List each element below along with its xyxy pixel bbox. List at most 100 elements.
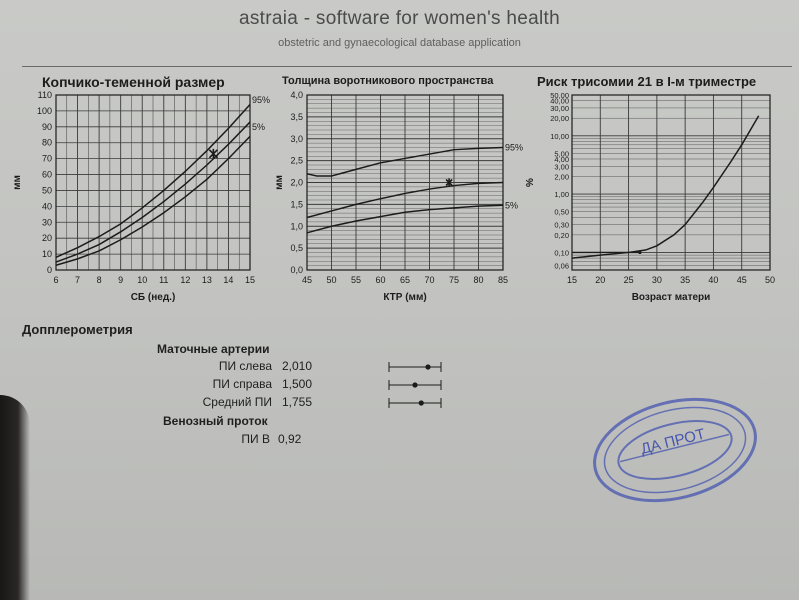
crl-y-tick-label: 50	[42, 185, 52, 195]
nt-label-5: 5%	[505, 200, 518, 210]
risk-y-tick-label: 2,00	[554, 173, 569, 182]
nt-x-tick-label: 55	[351, 275, 361, 285]
risk-x-tick-label: 30	[652, 275, 662, 285]
crl-y-axis-label: мм	[12, 175, 23, 190]
nt-x-tick-label: 80	[473, 275, 483, 285]
risk-x-axis-label: Возраст матери	[632, 292, 711, 303]
nt-patient-marker	[445, 178, 453, 187]
risk-x-tick-label: 50	[765, 275, 775, 285]
nt-x-axis-label: КТР (мм)	[383, 292, 426, 303]
venous-duct-title: Венозный проток	[163, 414, 268, 428]
crl-label-95: 95%	[252, 95, 270, 105]
pi-v-value: 0,92	[278, 432, 302, 446]
crl-patient-marker	[208, 148, 218, 159]
risk-x-tick-label: 25	[624, 275, 634, 285]
nt-x-tick-label: 75	[449, 275, 459, 285]
crl-y-tick-label: 60	[42, 170, 52, 180]
risk-x-tick-label: 15	[567, 275, 577, 285]
risk-y-axis-label: %	[525, 178, 536, 187]
crl-x-tick-label: 13	[202, 275, 212, 285]
risk-y-tick-label: 4,00	[554, 155, 569, 164]
risk-y-tick-label: 0,10	[554, 248, 569, 257]
crl-x-axis-label: СБ (нед.)	[131, 292, 176, 303]
nt-y-tick-label: 4,0	[290, 90, 303, 100]
crl-x-tick-label: 12	[180, 275, 190, 285]
risk-patient-marker	[638, 250, 642, 255]
risk-y-tick-label: 10,00	[550, 132, 569, 141]
crl-x-tick-label: 8	[97, 275, 102, 285]
risk-x-tick-label: 40	[708, 275, 718, 285]
crl-x-tick-label: 9	[118, 275, 123, 285]
nt-y-tick-label: 3,5	[290, 112, 303, 122]
nt-y-tick-label: 0,5	[290, 243, 303, 253]
pi-v-label: ПИ В	[241, 432, 270, 446]
risk-y-tick-label: 0,30	[554, 221, 569, 230]
crl-y-tick-label: 30	[42, 217, 52, 227]
nt-y-tick-label: 0,0	[290, 265, 303, 275]
crl-frame	[55, 94, 251, 271]
nt-x-tick-label: 50	[326, 275, 336, 285]
pi-mean-value: 1,755	[282, 395, 313, 409]
nt-x-tick-label: 45	[302, 275, 312, 285]
doppler-title: Допплерометрия	[22, 322, 133, 337]
risk-x-tick-label: 45	[737, 275, 747, 285]
crl-label-5: 5%	[252, 122, 265, 132]
risk-x-tick-label: 35	[680, 275, 690, 285]
clinic-stamp: ДА ПРОТ	[593, 397, 757, 503]
app-subtitle: obstetric and gynaecological database ap…	[278, 37, 521, 49]
pi-left-value: 2,010	[282, 359, 313, 373]
crl-y-tick-label: 40	[42, 201, 52, 211]
nt-y-tick-label: 2,5	[290, 156, 303, 166]
finger-shadow	[0, 395, 30, 600]
crl-x-tick-label: 6	[53, 275, 58, 285]
nt-y-tick-label: 2,0	[290, 178, 303, 188]
crl-y-tick-label: 20	[42, 233, 52, 243]
pi-value-dot	[425, 364, 431, 370]
pi-value-dot	[418, 400, 424, 406]
app-title: astraia - software for women's health	[239, 8, 560, 29]
crl-x-tick-label: 7	[75, 275, 80, 285]
nt-series-line-0	[306, 146, 504, 177]
pi-right-label: ПИ справа	[212, 377, 272, 391]
nt-y-axis-label: мм	[274, 175, 285, 190]
pi-range-bars	[388, 362, 442, 408]
header-divider	[22, 66, 792, 67]
nt-series-line-1	[306, 181, 504, 219]
risk-y-tick-label: 0,20	[554, 231, 569, 240]
risk-y-tick-label: 5,00	[554, 149, 569, 158]
pi-right-value: 1,500	[282, 377, 313, 391]
nt-label-95: 95%	[505, 143, 523, 153]
nt-x-tick-label: 70	[424, 275, 434, 285]
crl-x-tick-label: 15	[245, 275, 255, 285]
risk-y-tick-label: 3,00	[554, 162, 569, 171]
crl-y-tick-label: 70	[42, 154, 52, 164]
crl-y-tick-label: 10	[42, 249, 52, 259]
nt-y-tick-label: 1,5	[290, 199, 303, 209]
risk-y-tick-label: 50,00	[550, 91, 569, 100]
risk-y-tick-label: 0,06	[554, 261, 569, 270]
nt-y-tick-label: 3,0	[290, 134, 303, 144]
risk-x-tick-label: 20	[595, 275, 605, 285]
nt-y-tick-label: 1,0	[290, 221, 303, 231]
crl-series-line-0	[55, 104, 251, 258]
nt-x-tick-label: 85	[498, 275, 508, 285]
pi-value-dot	[412, 382, 418, 388]
crl-x-tick-label: 14	[223, 275, 233, 285]
crl-chart-title: Копчико-теменной размер	[42, 74, 225, 90]
pi-left-label: ПИ слева	[218, 359, 272, 373]
crl-y-tick-label: 90	[42, 122, 52, 132]
crl-x-tick-label: 11	[159, 275, 168, 285]
risk-y-tick-label: 30,00	[550, 104, 569, 113]
crl-y-tick-label: 0	[47, 265, 52, 275]
risk-y-tick-label: 40,00	[550, 97, 569, 106]
crl-x-tick-label: 10	[137, 275, 147, 285]
pi-mean-label: Средний ПИ	[202, 395, 272, 409]
crl-y-tick-label: 100	[37, 106, 52, 116]
risk-y-tick-label: 20,00	[550, 114, 569, 123]
crl-series-line-1	[55, 121, 251, 263]
crl-y-tick-label: 110	[38, 90, 52, 100]
risk-y-tick-label: 0,50	[554, 208, 569, 217]
nt-chart-title: Толщина воротникового пространства	[282, 75, 494, 87]
